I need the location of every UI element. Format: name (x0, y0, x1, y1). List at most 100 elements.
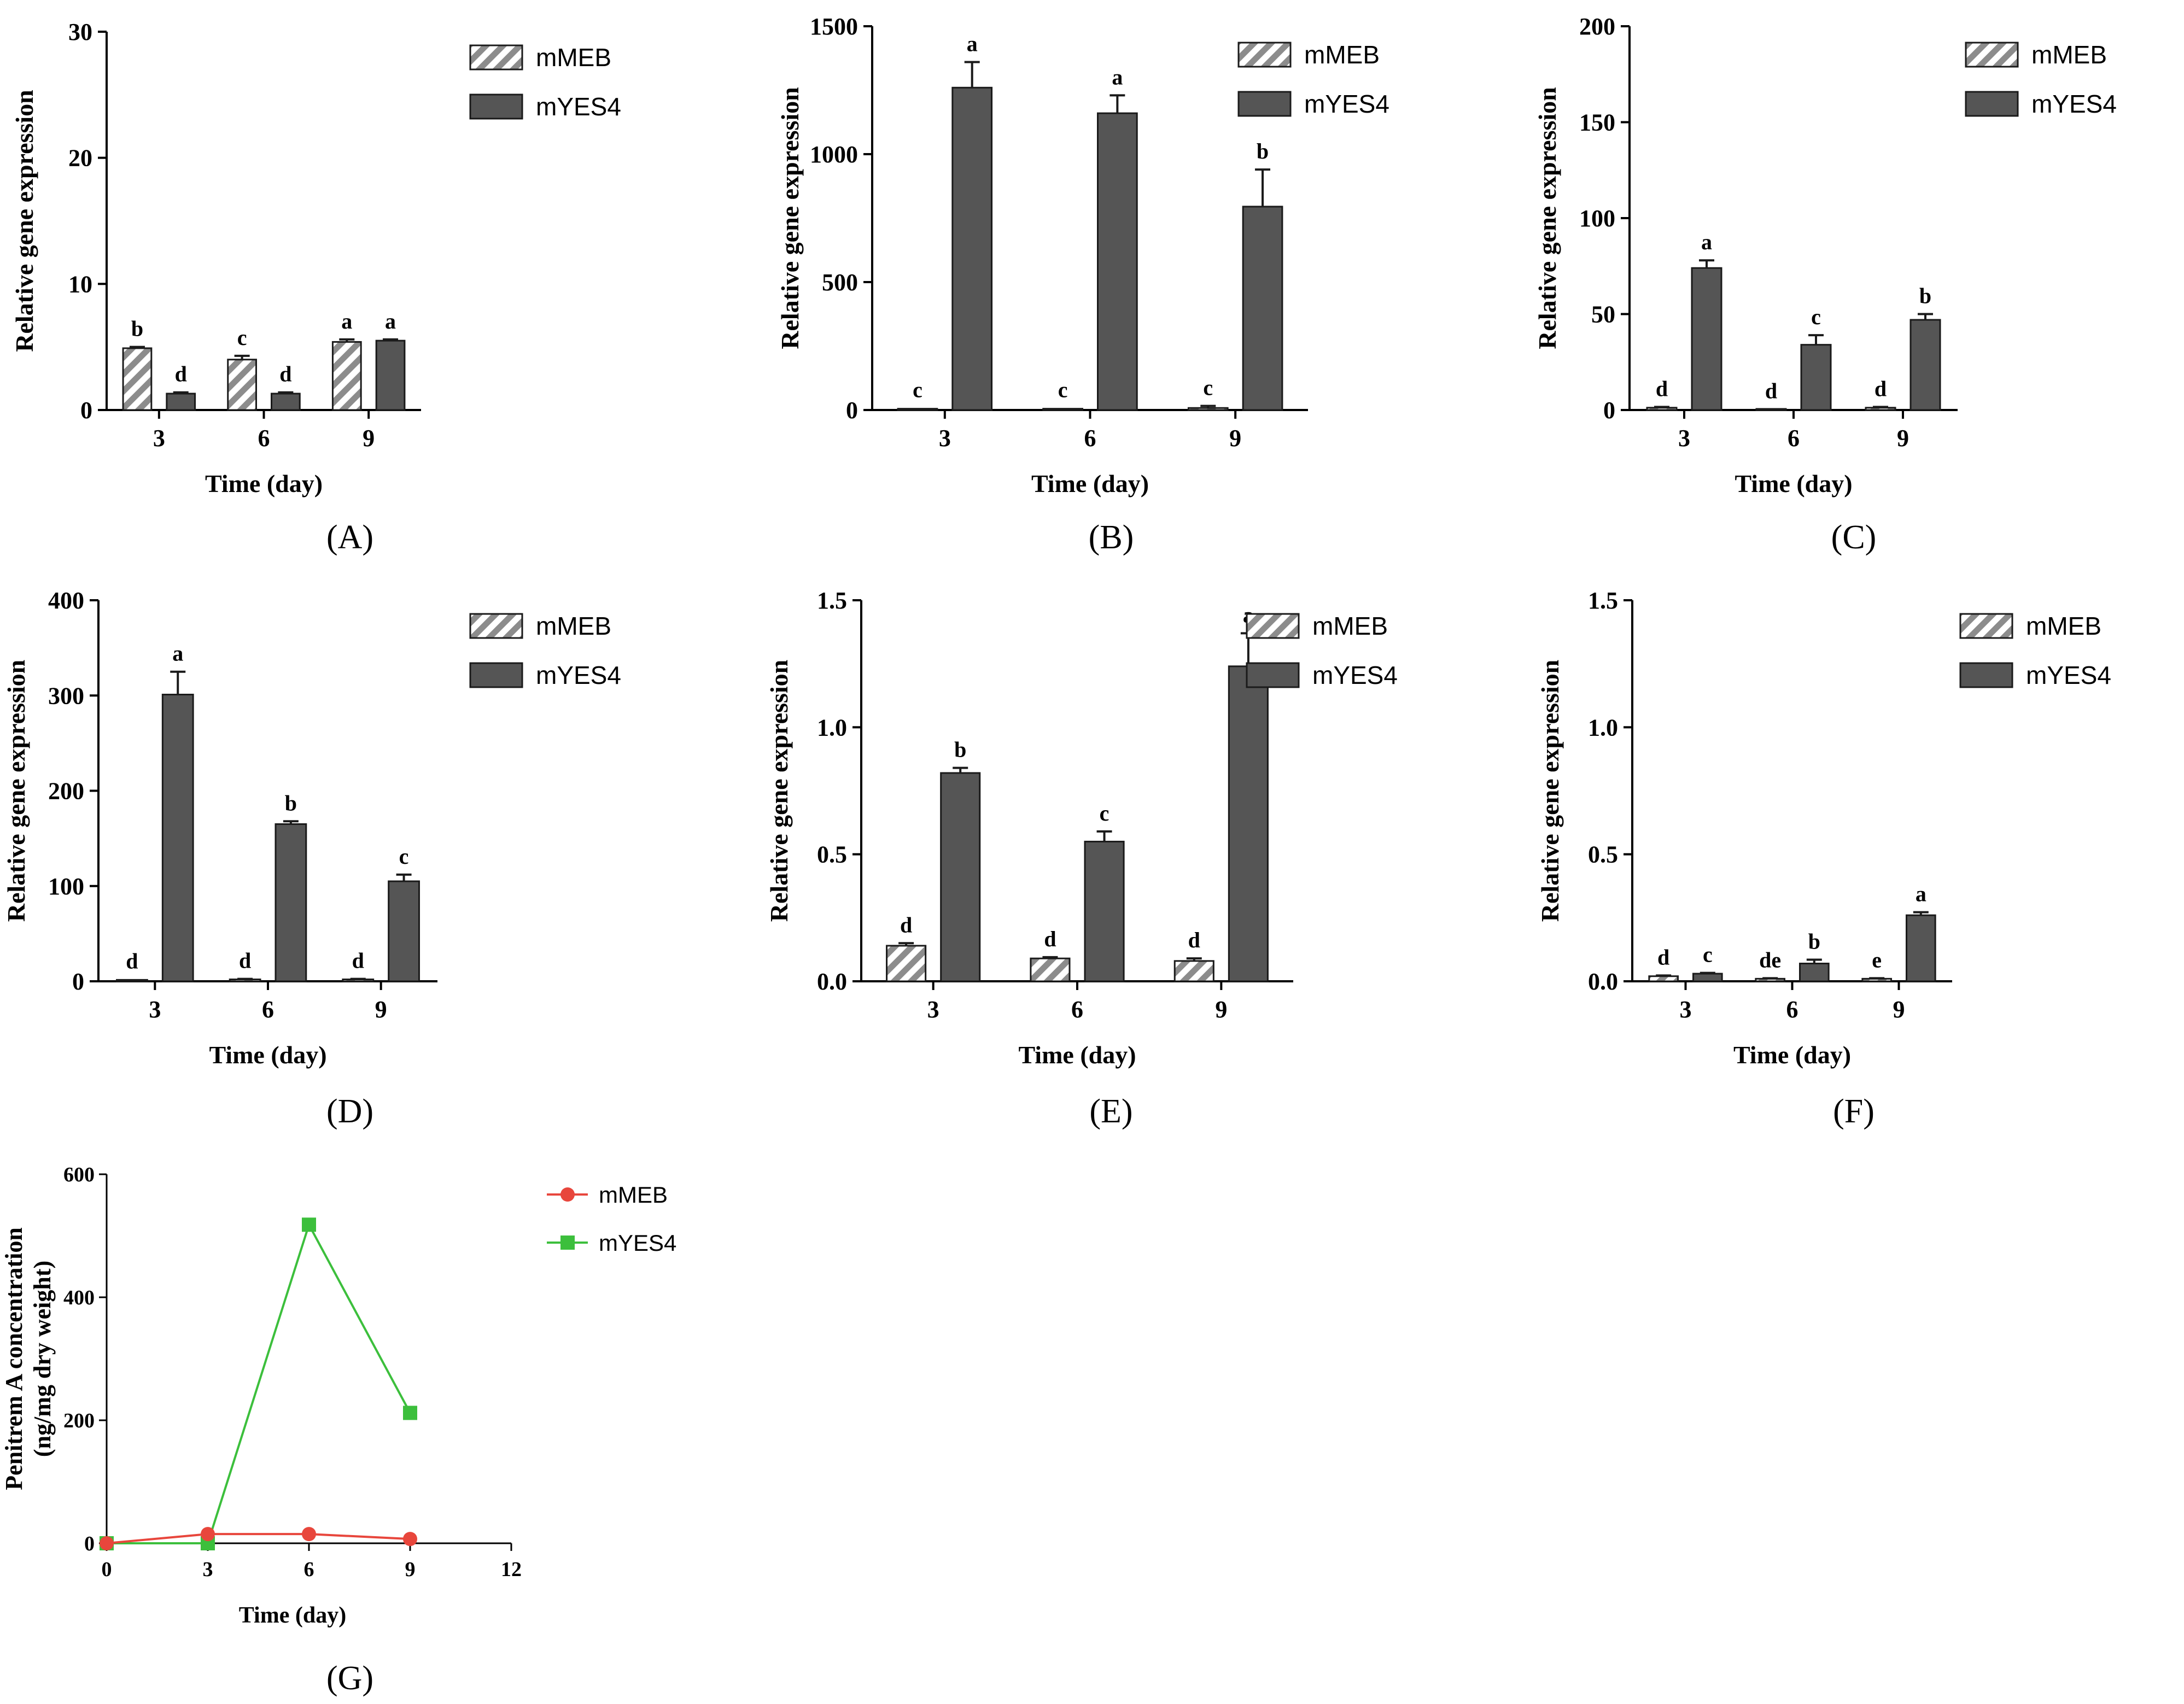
y-axis-title: Relative gene expression (10, 90, 38, 352)
y-axis-title-line: (ng/mg dry weight) (29, 1261, 56, 1457)
panel-f: 0.0 0.5 1.0 1.5 3 d c 6de b 9e a Time (day) Relative… (1536, 587, 2111, 1130)
panel-e: 0.00.51.01.53db6dc9daTime (day)Relative … (765, 587, 1398, 1130)
y-tick-label: 1.5 (1588, 587, 1618, 614)
y-tick-label: 400 (48, 587, 84, 614)
panel-label: (E) (1089, 1093, 1132, 1130)
y-tick-label: 1.0 (1588, 714, 1618, 741)
panel-label: (F) (1833, 1093, 1874, 1130)
legend-swatch-mmeb (1965, 42, 2019, 68)
significance-letter: d (900, 912, 912, 937)
legend-swatch-mmeb (1959, 613, 2013, 639)
x-tick-label: 3 (1678, 425, 1690, 452)
legend-label-myes4: mYES4 (536, 661, 621, 689)
y-tick-label: 50 (1591, 301, 1615, 328)
y-tick-label: 100 (1579, 205, 1615, 232)
significance-letter: c (1203, 376, 1213, 400)
x-tick-label: 3 (939, 425, 951, 452)
panel-label: (D) (326, 1093, 373, 1130)
significance-letter: d (126, 949, 138, 974)
bar-myes4 (275, 823, 307, 982)
bar-myes4 (271, 393, 301, 411)
y-tick-label: 0 (84, 1532, 95, 1555)
y-tick-label: 1500 (810, 13, 858, 40)
significance-letter: d (1044, 927, 1056, 951)
y-tick-label: 200 (48, 778, 84, 805)
bar-myes4 (1084, 840, 1125, 982)
x-tick-label: 3 (149, 996, 161, 1023)
x-tick-label: 6 (1786, 996, 1798, 1023)
legend-swatch-myes4 (1246, 662, 1300, 688)
legend-swatch-mmeb (469, 613, 523, 639)
bar-myes4 (951, 86, 993, 411)
y-tick-label: 600 (63, 1163, 95, 1186)
panel-label: (C) (1831, 519, 1877, 556)
y-axis-title: Relative gene expression (765, 660, 793, 922)
y-tick-label: 1.5 (817, 587, 847, 614)
significance-letter: c (913, 378, 922, 402)
y-tick-label: 0.5 (1588, 841, 1618, 868)
x-tick-label: 3 (927, 996, 939, 1023)
x-tick-label: 6 (262, 996, 274, 1023)
x-tick-label: 0 (102, 1558, 112, 1581)
bar-myes4 (1909, 319, 1941, 411)
legend-label-myes4: mYES4 (1304, 90, 1389, 118)
x-axis-title: Time (day) (1031, 470, 1149, 497)
legend-swatch-myes4 (1965, 91, 2019, 117)
significance-letter: b (954, 737, 966, 762)
x-tick-label: 3 (203, 1558, 213, 1581)
significance-letter: e (1872, 947, 1882, 972)
data-point-myes4 (403, 1406, 417, 1420)
bar-mmeb (1755, 408, 1787, 411)
x-tick-label: 6 (304, 1558, 314, 1581)
x-axis-title: Time (day) (1735, 470, 1852, 497)
bar-mmeb (116, 979, 148, 982)
data-point-mmeb (403, 1532, 417, 1547)
y-tick-label: 0 (846, 397, 858, 424)
bar-myes4 (1799, 962, 1830, 982)
y-tick-label: 0.0 (1588, 968, 1618, 995)
y-tick-label: 30 (68, 19, 92, 45)
legend-swatch-myes4 (1959, 662, 2013, 688)
x-tick-label: 6 (1071, 996, 1083, 1023)
data-point-mmeb (302, 1527, 316, 1542)
significance-letter: b (1257, 139, 1269, 163)
bar-myes4 (388, 880, 420, 982)
legend-label-mmeb: mMEB (2026, 612, 2101, 640)
x-tick-label: 6 (1788, 425, 1800, 452)
significance-letter: d (1657, 945, 1669, 969)
data-point-myes4 (302, 1217, 316, 1232)
legend-label-myes4: mYES4 (2026, 661, 2111, 689)
x-tick-label: 12 (501, 1558, 522, 1581)
data-point-mmeb (201, 1527, 215, 1542)
y-tick-label: 0 (1603, 397, 1615, 424)
bar-myes4 (1242, 206, 1283, 411)
significance-letter: c (1703, 942, 1713, 967)
significance-letter: d (1656, 376, 1668, 401)
x-tick-label: 3 (153, 425, 165, 452)
significance-letter: a (341, 309, 352, 333)
x-tick-label: 3 (1680, 996, 1692, 1023)
bar-mmeb (886, 945, 927, 982)
significance-letter: d (1188, 928, 1200, 952)
significance-letter: a (967, 32, 978, 56)
y-tick-label: 0 (80, 397, 92, 424)
y-tick-label: 400 (63, 1286, 95, 1309)
y-tick-label: 500 (822, 269, 858, 296)
bar-myes4 (1097, 112, 1138, 411)
bar-myes4 (375, 339, 406, 411)
significance-letter: b (131, 317, 143, 341)
significance-letter: d (279, 362, 291, 387)
y-tick-label: 0.0 (817, 968, 847, 995)
bar-myes4 (1800, 344, 1832, 411)
bar-mmeb (1187, 407, 1229, 411)
legend-label-mmeb: mMEB (1312, 612, 1388, 640)
legend-label-myes4: mYES4 (599, 1230, 676, 1256)
bar-mmeb (227, 359, 257, 411)
y-tick-label: 20 (68, 145, 92, 172)
y-tick-label: 0 (72, 968, 84, 995)
y-tick-label: 1.0 (817, 714, 847, 741)
panel-label: (B) (1089, 519, 1134, 556)
legend-swatch-myes4 (1237, 91, 1292, 117)
